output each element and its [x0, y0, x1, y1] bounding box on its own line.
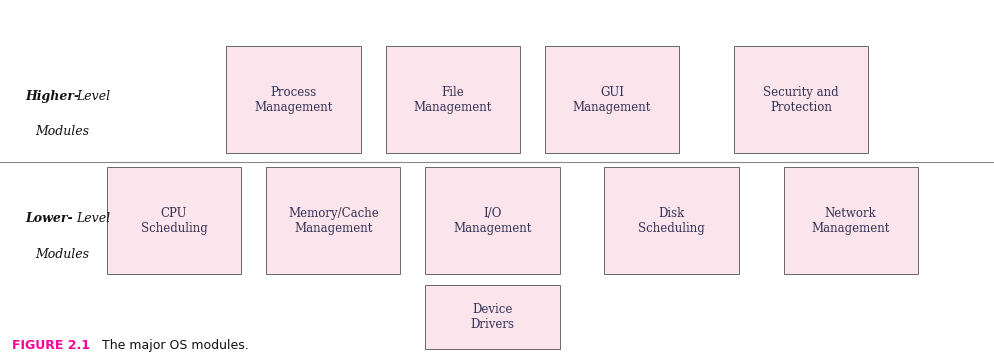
Text: Network
Management: Network Management: [811, 207, 889, 235]
FancyBboxPatch shape: [425, 285, 559, 349]
Text: Process
Management: Process Management: [254, 86, 332, 114]
Text: The major OS modules.: The major OS modules.: [93, 339, 248, 352]
FancyBboxPatch shape: [545, 46, 678, 153]
Text: I/O
Management: I/O Management: [453, 207, 531, 235]
FancyBboxPatch shape: [783, 167, 916, 274]
FancyBboxPatch shape: [226, 46, 360, 153]
Text: FIGURE 2.1: FIGURE 2.1: [12, 339, 89, 352]
FancyBboxPatch shape: [425, 167, 559, 274]
Text: File
Management: File Management: [414, 86, 491, 114]
FancyBboxPatch shape: [106, 167, 241, 274]
FancyBboxPatch shape: [385, 46, 519, 153]
Text: Modules: Modules: [35, 125, 88, 138]
Text: Memory/Cache
Management: Memory/Cache Management: [287, 207, 379, 235]
Text: Device
Drivers: Device Drivers: [470, 303, 514, 331]
Text: Disk
Scheduling: Disk Scheduling: [637, 207, 705, 235]
Text: Higher-: Higher-: [25, 90, 80, 103]
Text: Modules: Modules: [35, 248, 88, 261]
Text: Level: Level: [77, 213, 110, 225]
FancyBboxPatch shape: [604, 167, 738, 274]
Text: CPU
Scheduling: CPU Scheduling: [140, 207, 208, 235]
Text: Level: Level: [77, 90, 110, 103]
FancyBboxPatch shape: [734, 46, 867, 153]
Text: GUI
Management: GUI Management: [573, 86, 650, 114]
FancyBboxPatch shape: [266, 167, 400, 274]
Text: Lower-: Lower-: [25, 213, 73, 225]
Text: Security and
Protection: Security and Protection: [762, 86, 838, 114]
